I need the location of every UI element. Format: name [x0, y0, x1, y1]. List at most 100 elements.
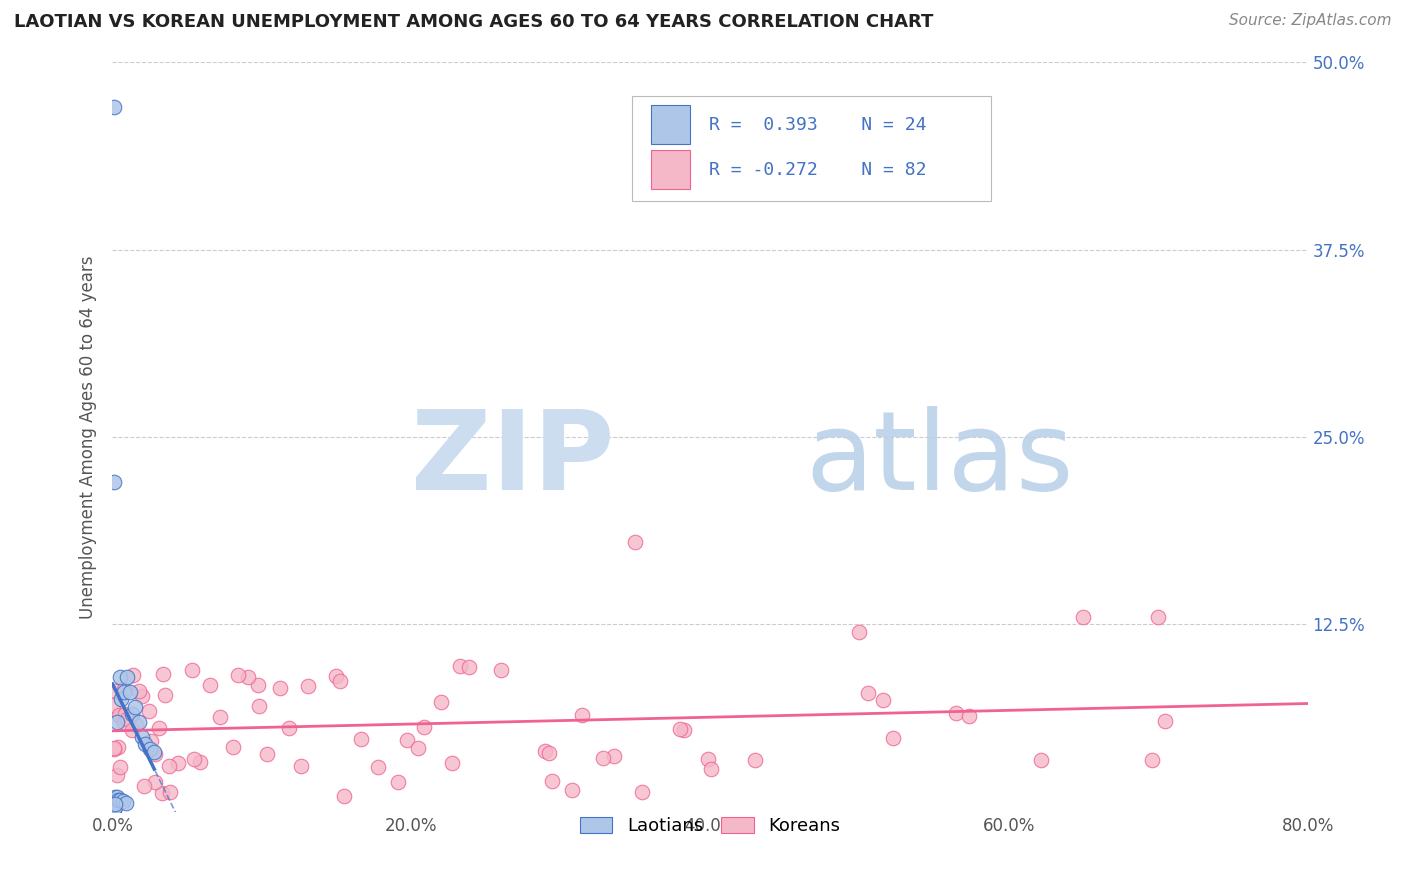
- Point: [143, 745, 166, 759]
- Point: [297, 680, 319, 694]
- Point: [848, 624, 870, 639]
- Point: [107, 739, 129, 754]
- Point: [669, 722, 692, 736]
- Point: [104, 797, 127, 812]
- Point: [226, 667, 249, 681]
- Point: [112, 682, 135, 697]
- Point: [858, 686, 880, 700]
- Point: [138, 704, 160, 718]
- Point: [152, 667, 174, 681]
- Point: [221, 739, 243, 754]
- Point: [134, 780, 156, 794]
- Point: [945, 706, 967, 721]
- Point: [114, 707, 136, 722]
- Point: [1147, 610, 1170, 624]
- Point: [125, 718, 148, 732]
- Point: [104, 800, 127, 814]
- Point: [957, 709, 980, 723]
- Point: [395, 733, 418, 747]
- Point: [108, 707, 131, 722]
- Point: [269, 681, 291, 695]
- Point: [148, 721, 170, 735]
- Point: [744, 753, 766, 767]
- Text: LAOTIAN VS KOREAN UNEMPLOYMENT AMONG AGES 60 TO 64 YEARS CORRELATION CHART: LAOTIAN VS KOREAN UNEMPLOYMENT AMONG AGE…: [14, 13, 934, 31]
- Point: [1073, 610, 1095, 624]
- Point: [198, 678, 221, 692]
- Point: [449, 658, 471, 673]
- Point: [571, 707, 593, 722]
- Point: [112, 715, 135, 730]
- Point: [141, 734, 163, 748]
- Point: [105, 768, 128, 782]
- Point: [534, 744, 557, 758]
- Text: Source: ZipAtlas.com: Source: ZipAtlas.com: [1229, 13, 1392, 29]
- Point: [108, 709, 131, 723]
- Point: [103, 742, 125, 756]
- Point: [278, 721, 301, 735]
- Point: [120, 685, 142, 699]
- Point: [107, 793, 129, 807]
- Text: R = -0.272    N = 82: R = -0.272 N = 82: [709, 161, 927, 178]
- Point: [290, 759, 312, 773]
- FancyBboxPatch shape: [651, 105, 690, 145]
- Point: [108, 793, 131, 807]
- Point: [882, 731, 904, 745]
- Text: ZIP: ZIP: [411, 406, 614, 513]
- Point: [209, 710, 232, 724]
- Point: [350, 732, 373, 747]
- Point: [110, 692, 132, 706]
- Point: [256, 747, 278, 761]
- Point: [1031, 753, 1053, 767]
- Point: [122, 668, 145, 682]
- Point: [697, 752, 720, 766]
- Point: [124, 699, 146, 714]
- Point: [139, 741, 162, 756]
- Point: [332, 789, 354, 803]
- Point: [115, 712, 138, 726]
- Point: [145, 747, 167, 762]
- Point: [624, 535, 647, 549]
- Point: [429, 695, 451, 709]
- Point: [406, 740, 429, 755]
- Point: [159, 785, 181, 799]
- Point: [413, 720, 436, 734]
- Point: [150, 786, 173, 800]
- Text: R =  0.393    N = 24: R = 0.393 N = 24: [709, 116, 927, 134]
- Point: [131, 730, 153, 744]
- Point: [247, 698, 270, 713]
- Point: [458, 660, 481, 674]
- Point: [131, 690, 153, 704]
- Point: [561, 782, 583, 797]
- Point: [700, 762, 723, 776]
- Point: [329, 673, 352, 688]
- Point: [108, 670, 131, 684]
- Point: [387, 775, 409, 789]
- Text: atlas: atlas: [806, 406, 1074, 513]
- Point: [121, 707, 143, 722]
- FancyBboxPatch shape: [651, 150, 690, 189]
- Point: [145, 775, 167, 789]
- Point: [103, 740, 125, 755]
- Point: [188, 756, 211, 770]
- Point: [128, 683, 150, 698]
- Point: [592, 751, 614, 765]
- Point: [111, 794, 134, 808]
- Point: [247, 678, 270, 692]
- Y-axis label: Unemployment Among Ages 60 to 64 years: Unemployment Among Ages 60 to 64 years: [79, 255, 97, 619]
- Point: [155, 688, 177, 702]
- Point: [104, 789, 127, 804]
- Point: [105, 789, 128, 804]
- Point: [121, 723, 143, 738]
- Legend: Laotians, Koreans: Laotians, Koreans: [571, 807, 849, 844]
- Point: [325, 669, 347, 683]
- Point: [367, 760, 389, 774]
- Point: [872, 693, 894, 707]
- Point: [117, 670, 139, 684]
- Point: [103, 475, 125, 489]
- Point: [183, 752, 205, 766]
- Point: [166, 756, 188, 771]
- Point: [630, 785, 652, 799]
- Point: [157, 759, 180, 773]
- Point: [489, 663, 512, 677]
- Point: [1140, 753, 1163, 767]
